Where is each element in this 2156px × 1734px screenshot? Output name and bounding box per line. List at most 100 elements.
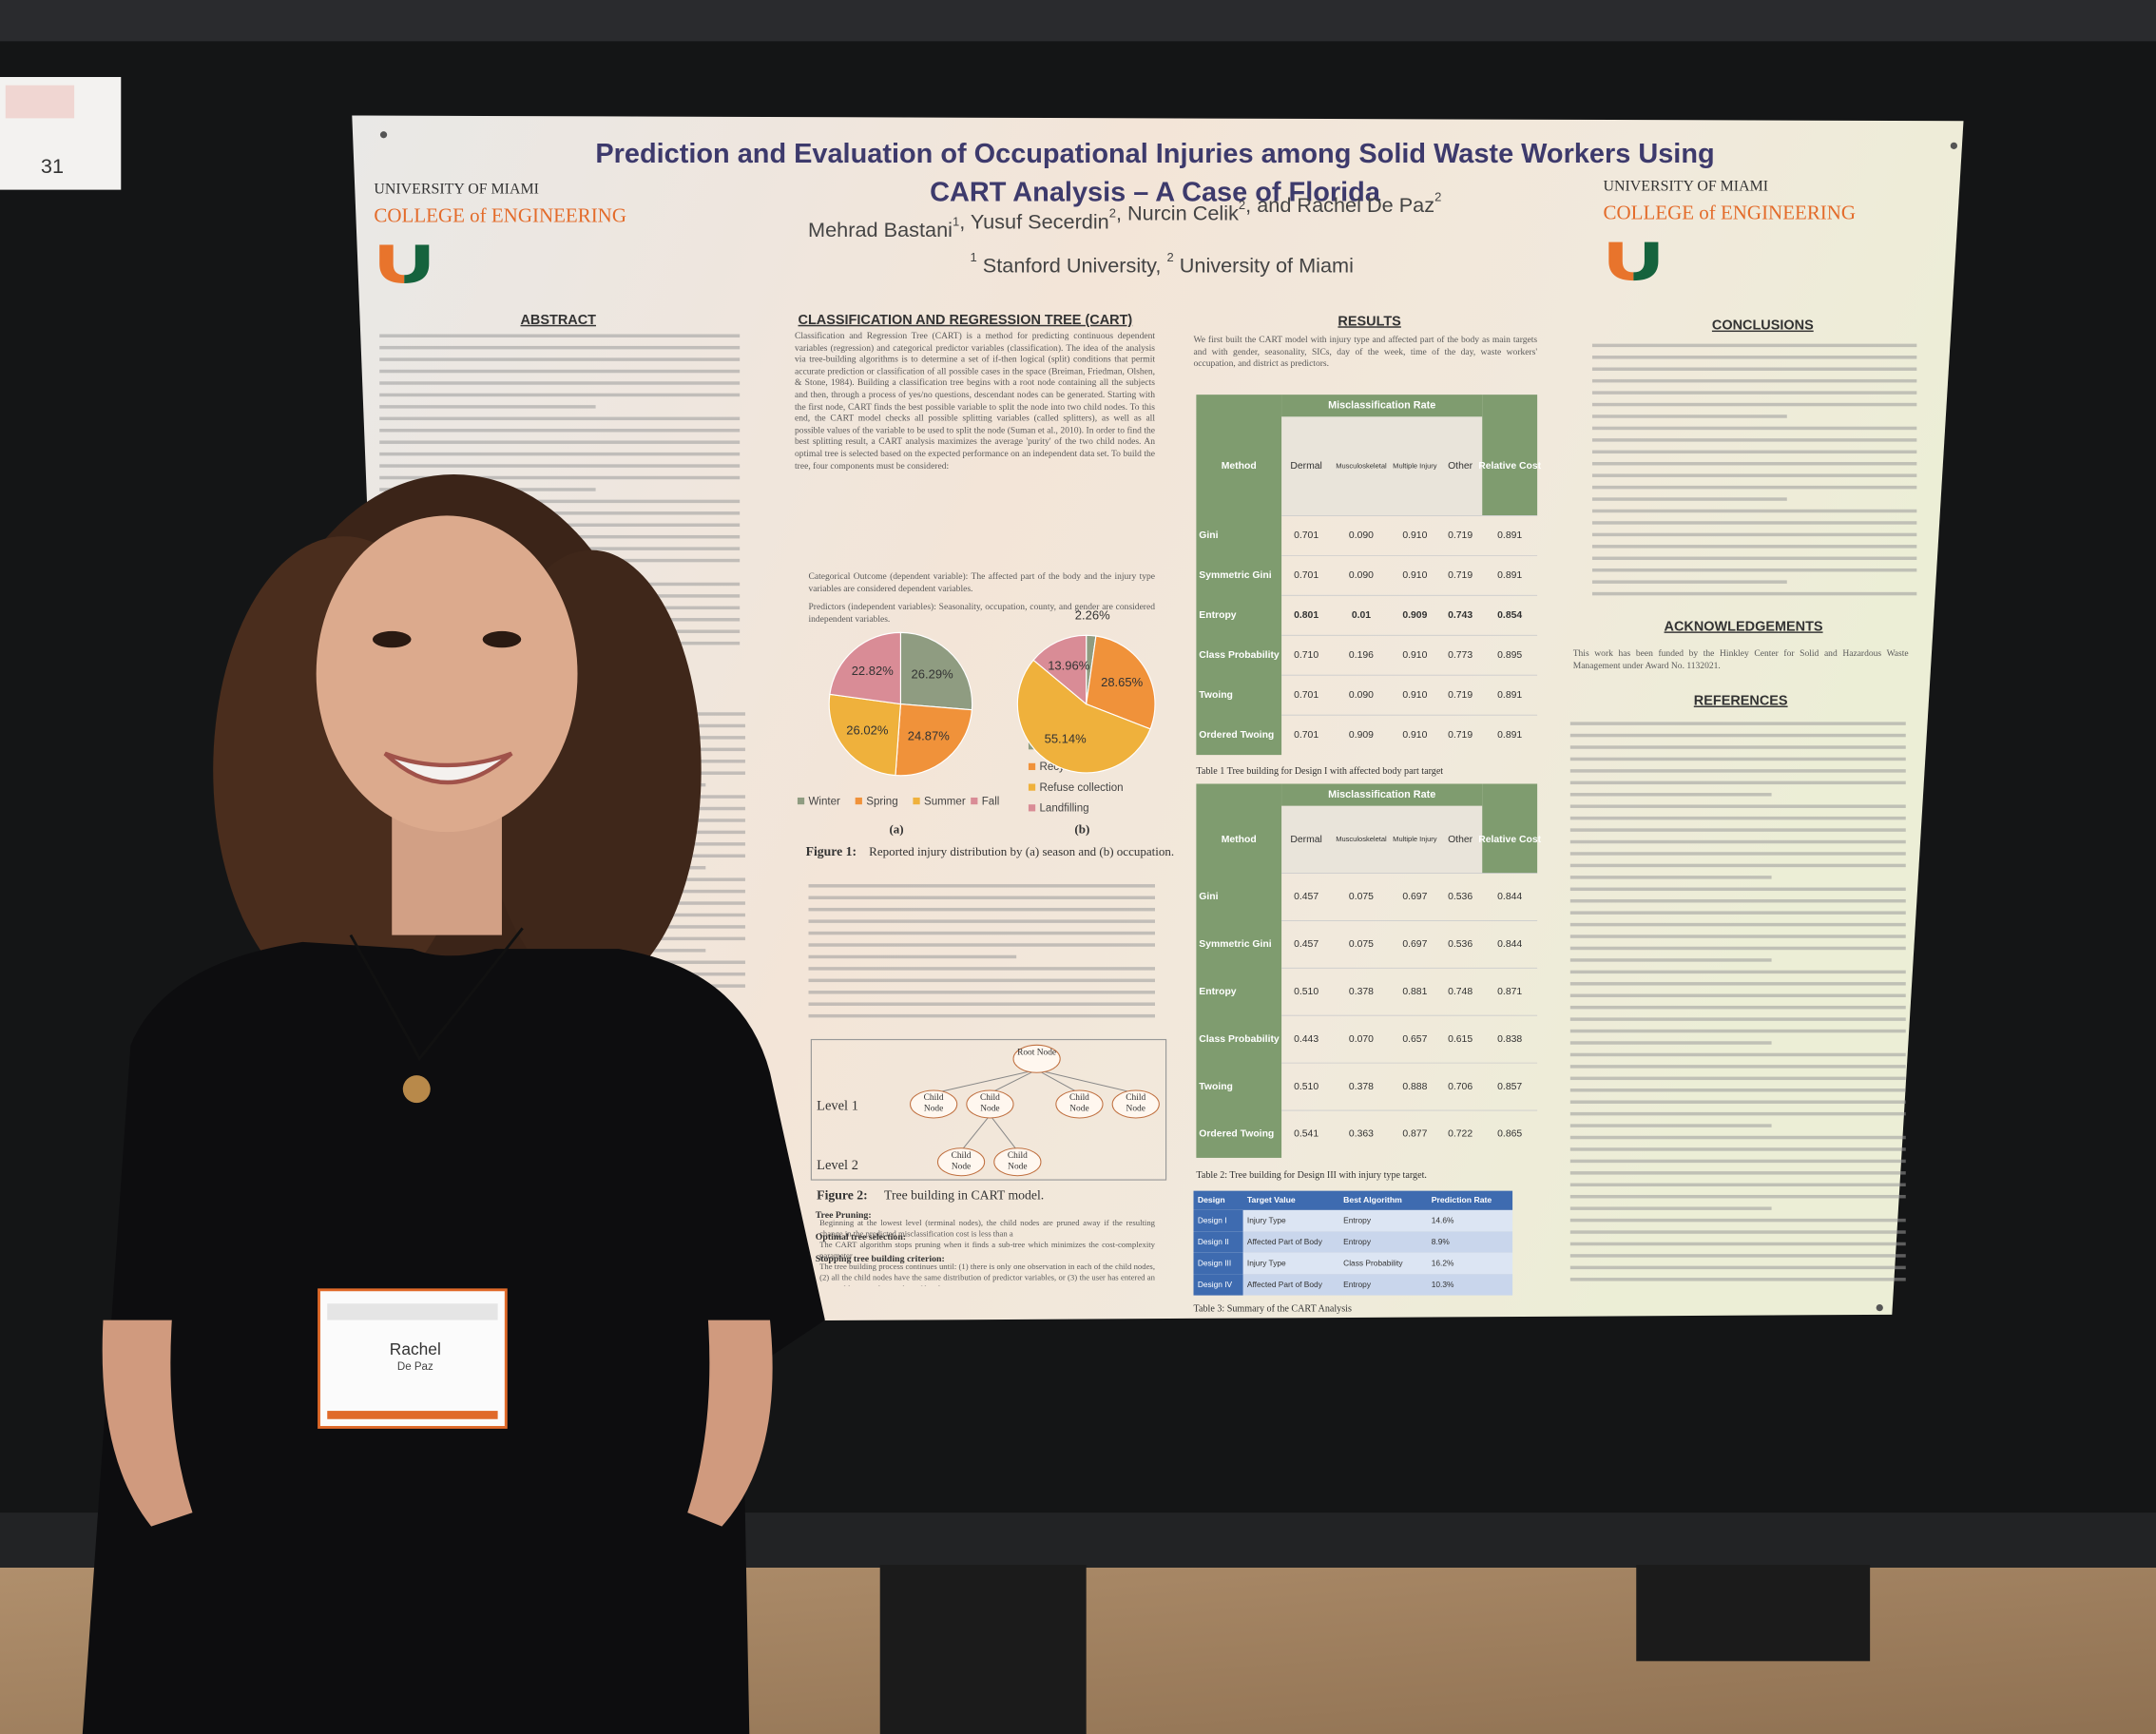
table-cell: 0.701 xyxy=(1294,570,1319,581)
table-column-header: Prediction Rate xyxy=(1432,1195,1492,1204)
legend-swatch xyxy=(797,797,805,805)
table-cell: Design II xyxy=(1198,1237,1229,1246)
table-cell: 0.844 xyxy=(1497,939,1522,950)
dataset-text xyxy=(645,913,745,917)
logo-u-green xyxy=(1633,241,1659,281)
table-cell: Class Probability xyxy=(1343,1259,1403,1268)
logo-u-orange xyxy=(1608,241,1634,281)
affiliation-name: Stanford University, xyxy=(977,253,1167,277)
table3-design-cell xyxy=(1193,1209,1243,1232)
table-cell: 0.719 xyxy=(1448,690,1473,701)
table-cell: 0.363 xyxy=(1349,1129,1374,1140)
tree-box xyxy=(810,1038,1167,1181)
smile xyxy=(383,751,513,785)
arm xyxy=(687,1320,773,1527)
cart-bullet: Predictors (independent variables): Seas… xyxy=(808,602,1156,625)
pie-slice xyxy=(828,693,902,777)
table-cell: 0.909 xyxy=(1402,610,1427,621)
badge-first-name: Rachel xyxy=(390,1339,441,1358)
table-cell: 0.891 xyxy=(1497,690,1522,701)
table-row-method: Ordered Twoing xyxy=(1199,1129,1274,1140)
tree-edge xyxy=(960,1114,991,1152)
table-column-header: Best Algorithm xyxy=(1343,1195,1402,1204)
table-cell: 0.090 xyxy=(1349,570,1374,581)
pie-label: (a) xyxy=(889,822,903,837)
table-group-header: Misclassification Rate xyxy=(1328,789,1435,800)
table-cell: 0.910 xyxy=(1402,730,1427,741)
abstract-text xyxy=(379,393,741,397)
arm xyxy=(102,1320,193,1527)
poster-title: CART Analysis – A Case of Florida xyxy=(930,178,1381,208)
table-cell: Entropy xyxy=(1343,1280,1372,1289)
table-cell: 0.697 xyxy=(1402,939,1427,950)
section-heading: RESULTS xyxy=(1338,314,1401,329)
tree-level: Level 1 xyxy=(817,1099,858,1114)
conclusions-text xyxy=(1591,367,1917,371)
conclusions-text xyxy=(1591,568,1917,572)
abstract-text xyxy=(379,369,741,374)
table-column-header: Multiple Injury xyxy=(1393,835,1437,843)
references-text xyxy=(1569,804,1906,808)
table-header-band xyxy=(1281,783,1483,806)
table-cell: 0.773 xyxy=(1448,650,1473,661)
section-heading: ABSTRACT xyxy=(521,313,597,328)
references-text xyxy=(1569,733,1906,738)
step-text-box: The CART algorithm stops pruning when it… xyxy=(819,1242,1155,1261)
table-cell: 8.9% xyxy=(1432,1237,1451,1246)
figure-notes xyxy=(808,884,1155,888)
references-text xyxy=(1569,1052,1906,1057)
table-cell: 0.910 xyxy=(1402,530,1427,541)
pie-slice xyxy=(1032,634,1088,705)
tree-edge xyxy=(990,1114,1018,1152)
references-text xyxy=(1569,816,1906,820)
table-row-method: Class Probability xyxy=(1199,650,1280,661)
table-cell: 0.075 xyxy=(1349,892,1374,902)
table-cell: 0.615 xyxy=(1448,1034,1473,1045)
table-cell: 14.6% xyxy=(1432,1216,1454,1225)
section-heading: CLASSIFICATION AND REGRESSION TREE (CART… xyxy=(799,313,1133,328)
results-intro: We first built the CART model with injur… xyxy=(1193,335,1538,369)
necklace xyxy=(349,927,524,1062)
tree-node xyxy=(1055,1089,1104,1119)
table-column-header: Other xyxy=(1448,835,1473,845)
pie-slice xyxy=(1086,635,1156,730)
table-row-method: Gini xyxy=(1199,530,1218,541)
conclusions-text xyxy=(1591,414,1787,418)
references-text xyxy=(1569,898,1906,903)
table-cell: 0.838 xyxy=(1497,1034,1522,1045)
table-caption: Table 2: Tree building for Design III wi… xyxy=(1196,1170,1427,1181)
table-cost-col xyxy=(1482,395,1538,516)
references-text xyxy=(1569,876,1772,879)
table-cell: 16.2% xyxy=(1432,1259,1454,1268)
pin xyxy=(1950,142,1957,149)
figure-caption-label: Figure 1: xyxy=(806,844,857,858)
acknowledgements-text: This work has been funded by the Hinkley… xyxy=(1572,648,1909,671)
conclusions-text xyxy=(1591,378,1917,383)
table-cell: 0.697 xyxy=(1402,892,1427,902)
table-cell: 0.910 xyxy=(1402,690,1427,701)
tree-node-label-box: Child Node xyxy=(1069,1093,1089,1113)
conclusions-text xyxy=(1591,580,1787,584)
logo-u-orange xyxy=(379,244,405,283)
table-column-header: Musculoskeletal xyxy=(1336,835,1387,843)
cart-bullet: Categorical Outcome (dependent variable)… xyxy=(808,571,1156,594)
affiliation-sup: 1 xyxy=(971,250,977,264)
author-sup: 2 xyxy=(1109,206,1116,221)
table-column-header: Method xyxy=(1222,461,1257,472)
pie-slice xyxy=(829,631,901,705)
dataset-text xyxy=(645,936,745,941)
results-intro-box: We first built the CART model with injur… xyxy=(1193,335,1538,369)
table-cell: 0.909 xyxy=(1349,730,1374,741)
table-caption: Table 1 Tree building for Design I with … xyxy=(1196,766,1443,777)
table-cell: 0.722 xyxy=(1448,1129,1473,1140)
dataset-text xyxy=(645,889,745,894)
tree-node-label: Child Node xyxy=(1126,1092,1146,1113)
cart-intro-box: Classification and Regression Tree (CART… xyxy=(795,332,1155,472)
table-row-method: Entropy xyxy=(1199,987,1237,997)
author-name: , and Rachel De Paz xyxy=(1245,193,1434,217)
figure-notes xyxy=(808,967,1155,971)
logo-university: UNIVERSITY OF MIAMI xyxy=(374,181,538,197)
table-cell: 0.701 xyxy=(1294,690,1319,701)
table-cell: 0.895 xyxy=(1497,650,1522,661)
